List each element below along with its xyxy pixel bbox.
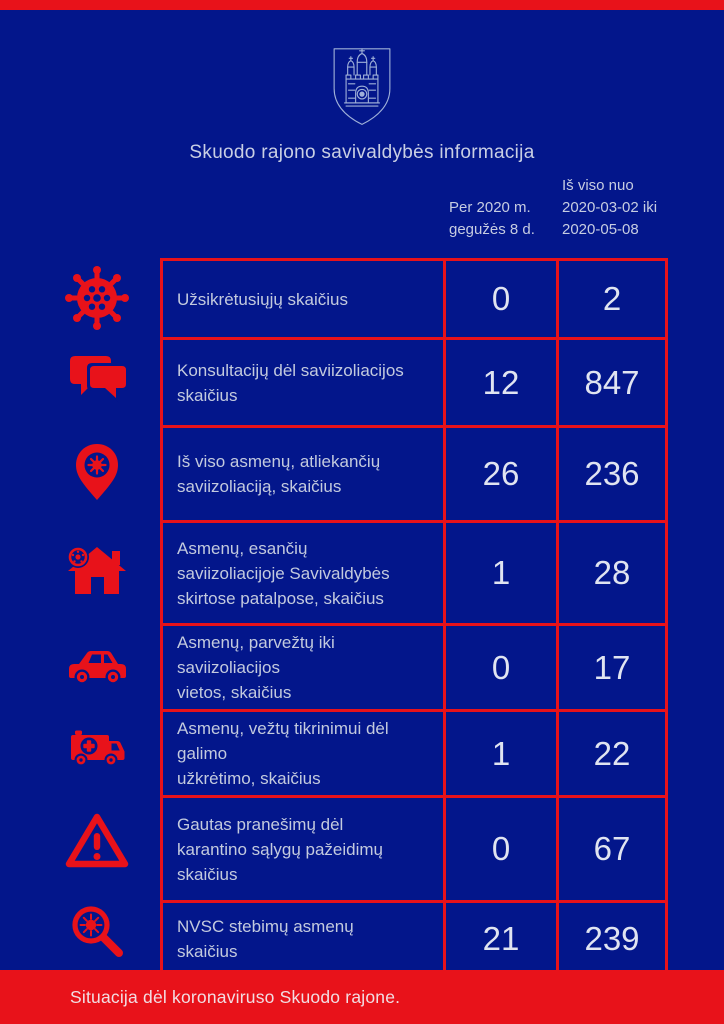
row-value-current: 0 <box>443 623 559 712</box>
table-row: Gautas pranešimų dėl karantino sąlygų pa… <box>160 795 668 903</box>
warning-triangle-icon <box>62 808 132 878</box>
coat-of-arms-icon <box>333 48 391 125</box>
virus-icon <box>62 263 132 333</box>
ambulance-icon <box>62 714 132 784</box>
magnifier-virus-icon <box>62 898 132 968</box>
row-value-current: 1 <box>443 709 559 798</box>
stats-table: Užsikrėtusiųjų skaičius 0 2 Konsultacijų dė… <box>160 258 668 978</box>
row-value-current: 12 <box>443 337 559 428</box>
row-label: Konsultacijų dėl saviizoliacijos skaičiu… <box>160 337 446 428</box>
table-row: Asmenų, vežtų tikrinimui dėl galimo užkr… <box>160 709 668 798</box>
row-value-total: 847 <box>556 337 668 428</box>
row-value-total: 28 <box>556 520 668 626</box>
row-value-total: 67 <box>556 795 668 903</box>
footer-bar: Situacija dėl koronaviruso Skuodo rajone… <box>0 970 724 1024</box>
row-value-current: 0 <box>443 258 559 340</box>
car-icon <box>62 631 132 701</box>
row-label: Asmenų, parvežtų iki saviizoliacijos vie… <box>160 623 446 712</box>
row-value-total: 17 <box>556 623 668 712</box>
table-row: Konsultacijų dėl saviizoliacijos skaičiu… <box>160 337 668 428</box>
column-header-total: Iš viso nuo 2020-03-02 iki 2020-05-08 <box>562 177 658 238</box>
table-row: Iš viso asmenų, atliekančių saviizoliaci… <box>160 425 668 523</box>
table-row: Užsikrėtusiųjų skaičius 0 2 <box>160 258 668 340</box>
row-value-current: 26 <box>443 425 559 523</box>
row-value-total: 239 <box>556 900 668 978</box>
row-label: Užsikrėtusiųjų skaičius <box>160 258 446 340</box>
map-pin-virus-icon <box>62 438 132 508</box>
row-value-current: 0 <box>443 795 559 903</box>
row-value-total: 236 <box>556 425 668 523</box>
chat-bubbles-icon <box>62 346 132 416</box>
page-title: Skuodo rajono savivaldybės informacija <box>189 142 535 163</box>
row-value-current: 21 <box>443 900 559 978</box>
row-label: Gautas pranešimų dėl karantino sąlygų pa… <box>160 795 446 903</box>
house-virus-icon <box>62 537 132 607</box>
table-row: Asmenų, esančių saviizoliacijoje Savival… <box>160 520 668 626</box>
row-label: Asmenų, vežtų tikrinimui dėl galimo užkr… <box>160 709 446 798</box>
row-value-current: 1 <box>443 520 559 626</box>
row-label: Asmenų, esančių saviizoliacijoje Savival… <box>160 520 446 626</box>
table-row: Asmenų, parvežtų iki saviizoliacijos vie… <box>160 623 668 712</box>
row-label: NVSC stebimų asmenų skaičius <box>160 900 446 978</box>
footer-caption: Situacija dėl koronaviruso Skuodo rajone… <box>70 986 401 1007</box>
row-label: Iš viso asmenų, atliekančių saviizoliaci… <box>160 425 446 523</box>
top-border-strip <box>0 0 724 10</box>
table-row: NVSC stebimų asmenų skaičius 21 239 <box>160 900 668 978</box>
row-value-total: 22 <box>556 709 668 798</box>
column-header-current: Per 2020 m. gegužės 8 d. <box>449 199 535 238</box>
row-value-total: 2 <box>556 258 668 340</box>
